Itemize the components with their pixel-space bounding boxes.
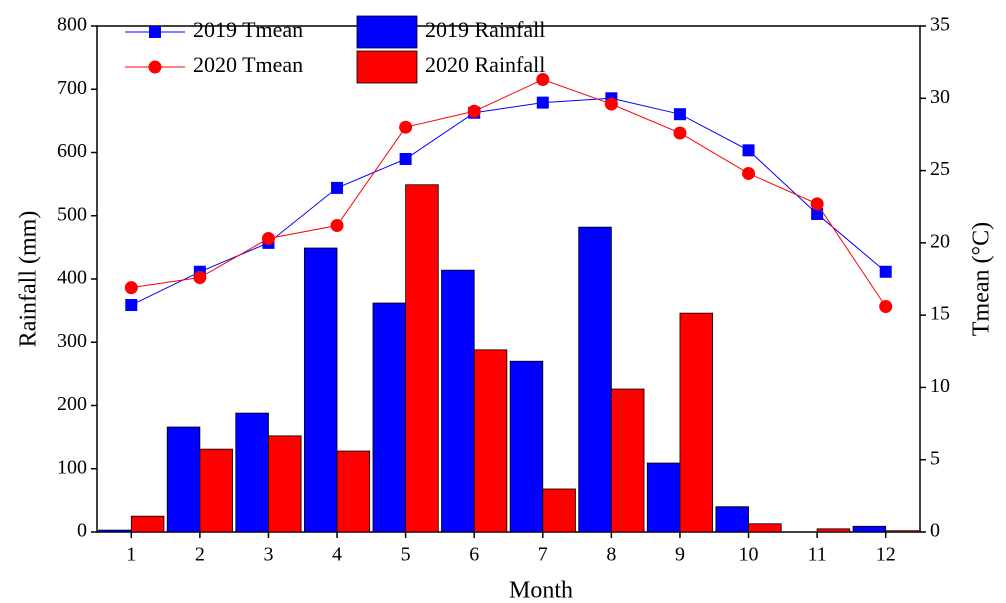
bar (885, 530, 919, 533)
x-tick-label: 3 (263, 544, 273, 566)
marker (742, 144, 755, 157)
marker (673, 108, 686, 121)
marker (330, 219, 344, 233)
bar (98, 529, 132, 533)
legend-text: 2020 Tmean (193, 52, 303, 77)
y-tick-label: 800 (57, 14, 87, 36)
bar (542, 488, 576, 533)
y-tick-label: 200 (57, 393, 87, 415)
marker (331, 181, 344, 194)
marker (536, 72, 550, 86)
marker (811, 207, 824, 220)
marker (124, 281, 138, 295)
y-tick-label: 100 (57, 456, 87, 478)
bar (235, 412, 269, 533)
x-tick-label: 5 (401, 544, 411, 566)
y-axis-title: Rainfall (mm) (16, 211, 42, 348)
legend-swatch (356, 15, 418, 49)
bar (303, 247, 338, 533)
bar (336, 450, 371, 533)
bar (372, 302, 407, 533)
y2-axis-title: Tmean (°C) (969, 222, 995, 336)
line (131, 78, 887, 307)
y-tick-label: 600 (57, 140, 87, 162)
bar (473, 349, 508, 533)
bar (509, 360, 544, 533)
y-tick-label: 700 (57, 77, 87, 99)
marker (149, 26, 161, 38)
y2-tick-label: 25 (930, 158, 950, 180)
y-tick-label: 400 (57, 267, 87, 289)
x-tick-label: 9 (675, 544, 685, 566)
bar (199, 448, 233, 533)
bar (166, 426, 201, 533)
bar (646, 462, 681, 533)
marker (125, 299, 138, 312)
x-tick-label: 11 (807, 544, 826, 566)
y2-tick-label: 30 (930, 86, 950, 108)
marker (261, 232, 275, 246)
bar (130, 515, 165, 533)
y2-tick-label: 5 (930, 447, 940, 469)
x-tick-label: 1 (126, 544, 136, 566)
marker (673, 126, 687, 140)
y2-tick-label: 35 (930, 14, 950, 36)
legend-text: 2019 Rainfall (425, 17, 545, 42)
bar (405, 184, 439, 533)
y-tick-label: 300 (57, 330, 87, 352)
bar (715, 506, 749, 533)
y2-tick-label: 15 (930, 303, 950, 325)
x-tick-label: 8 (606, 544, 616, 566)
bar (679, 312, 714, 533)
y2-tick-label: 10 (930, 375, 950, 397)
x-tick-label: 6 (469, 544, 479, 566)
line (131, 97, 887, 306)
marker (742, 166, 756, 180)
marker (536, 96, 549, 109)
marker (399, 153, 412, 166)
legend-text: 2020 Rainfall (425, 52, 545, 77)
marker (467, 104, 481, 118)
legend-text: 2019 Tmean (193, 17, 303, 42)
marker (193, 271, 207, 285)
bar (748, 523, 782, 533)
x-tick-label: 2 (195, 544, 205, 566)
y-tick-label: 0 (77, 520, 87, 542)
y2-tick-label: 0 (930, 520, 940, 542)
bar (578, 226, 612, 533)
marker (148, 60, 162, 74)
bar (816, 528, 851, 533)
marker (879, 265, 892, 278)
legend-swatch (356, 50, 418, 84)
bar (441, 269, 475, 533)
y-tick-label: 500 (57, 203, 87, 225)
bar (610, 388, 645, 533)
bar (852, 525, 887, 533)
x-tick-label: 10 (739, 544, 759, 566)
y2-tick-label: 20 (930, 230, 950, 252)
x-axis-title: Month (509, 578, 573, 603)
x-tick-label: 12 (876, 544, 896, 566)
bar (268, 435, 302, 533)
marker (879, 299, 893, 313)
marker (604, 97, 618, 111)
marker (810, 197, 824, 211)
x-tick-label: 7 (538, 544, 548, 566)
x-tick-label: 4 (332, 544, 342, 566)
marker (399, 120, 413, 134)
